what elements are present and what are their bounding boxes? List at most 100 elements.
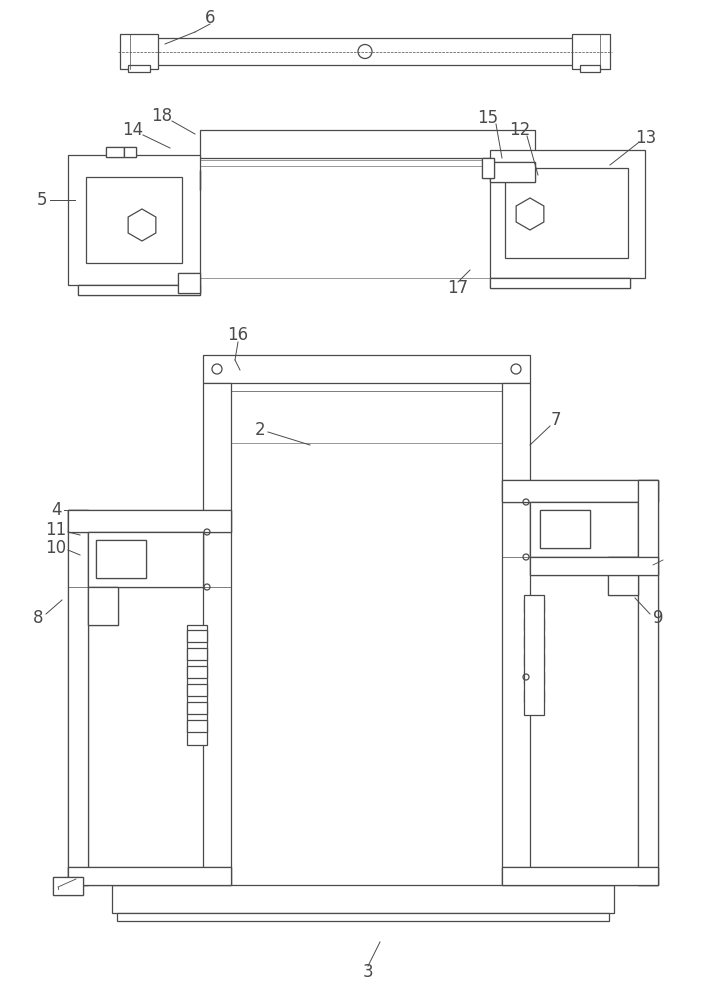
Bar xyxy=(187,684,207,696)
Bar xyxy=(524,654,544,666)
Bar xyxy=(187,720,207,732)
Bar xyxy=(502,867,658,885)
Text: 13: 13 xyxy=(635,129,656,147)
Bar xyxy=(88,532,203,587)
Bar xyxy=(524,690,544,702)
Bar xyxy=(68,510,231,532)
Bar xyxy=(524,636,544,648)
Bar xyxy=(86,177,182,263)
Bar xyxy=(490,162,535,182)
Bar xyxy=(88,532,203,587)
Bar xyxy=(203,383,231,913)
Text: 3: 3 xyxy=(363,963,373,981)
Bar xyxy=(502,867,658,885)
Bar xyxy=(68,867,231,885)
Bar xyxy=(187,702,207,714)
Bar xyxy=(608,557,638,595)
Bar xyxy=(524,618,544,630)
Text: 16: 16 xyxy=(227,326,248,344)
Text: 8: 8 xyxy=(33,609,44,627)
Bar xyxy=(530,502,638,557)
Bar xyxy=(106,147,124,157)
Bar xyxy=(187,684,207,696)
Bar xyxy=(68,155,200,285)
Bar xyxy=(524,672,544,684)
Bar xyxy=(78,285,200,295)
Text: 5: 5 xyxy=(37,191,47,209)
Bar xyxy=(96,540,146,578)
Bar xyxy=(490,278,630,288)
Text: 14: 14 xyxy=(123,121,144,139)
Bar xyxy=(524,636,544,648)
Bar xyxy=(203,355,530,383)
Bar xyxy=(187,648,207,660)
Text: 12: 12 xyxy=(510,121,531,139)
Bar xyxy=(96,540,146,578)
Bar xyxy=(187,625,207,745)
Text: 11: 11 xyxy=(45,521,67,539)
Bar xyxy=(68,510,88,885)
Bar xyxy=(540,510,590,548)
Text: 18: 18 xyxy=(152,107,173,125)
Bar xyxy=(490,150,645,278)
Bar xyxy=(78,285,200,295)
Text: 6: 6 xyxy=(205,9,215,27)
Bar xyxy=(502,383,530,913)
Bar xyxy=(502,480,658,502)
Bar xyxy=(187,702,207,714)
Bar xyxy=(490,278,630,288)
Text: 15: 15 xyxy=(478,109,499,127)
Bar xyxy=(490,162,535,182)
Bar xyxy=(112,885,614,913)
Bar xyxy=(68,510,88,885)
Bar xyxy=(490,150,645,278)
Bar xyxy=(78,285,200,295)
Bar xyxy=(524,600,544,612)
Bar xyxy=(524,618,544,630)
Bar xyxy=(187,630,207,642)
Bar xyxy=(68,155,200,285)
Bar xyxy=(124,147,136,157)
Text: 7: 7 xyxy=(551,411,561,429)
Bar xyxy=(540,510,590,548)
Bar xyxy=(155,38,575,65)
Bar xyxy=(482,158,494,178)
Bar xyxy=(203,383,231,913)
Bar xyxy=(187,630,207,642)
Bar xyxy=(502,480,658,502)
Bar xyxy=(524,690,544,702)
Bar xyxy=(490,162,535,182)
Bar xyxy=(482,158,494,178)
Bar xyxy=(124,147,136,157)
Bar xyxy=(124,147,136,157)
Bar xyxy=(178,273,200,293)
Bar xyxy=(524,654,544,666)
Bar xyxy=(505,168,628,258)
Bar xyxy=(53,877,83,895)
Bar xyxy=(580,65,600,72)
Bar xyxy=(68,510,231,532)
Bar xyxy=(53,877,83,895)
Bar xyxy=(88,587,118,625)
Bar xyxy=(524,600,544,612)
Bar xyxy=(128,65,150,72)
Bar xyxy=(68,510,231,532)
Bar xyxy=(638,480,658,885)
Bar xyxy=(572,34,610,69)
Bar xyxy=(68,867,231,885)
Bar xyxy=(638,480,658,885)
Bar xyxy=(502,480,658,502)
Bar xyxy=(502,867,658,885)
Bar xyxy=(524,672,544,684)
Bar xyxy=(120,34,158,69)
Bar xyxy=(187,720,207,732)
Bar xyxy=(68,867,231,885)
Bar xyxy=(502,383,530,913)
Bar xyxy=(187,666,207,678)
Text: 17: 17 xyxy=(447,279,468,297)
Bar xyxy=(120,34,158,69)
Bar xyxy=(530,557,658,575)
Bar xyxy=(117,913,609,921)
Bar xyxy=(187,648,207,660)
Bar xyxy=(88,532,203,587)
